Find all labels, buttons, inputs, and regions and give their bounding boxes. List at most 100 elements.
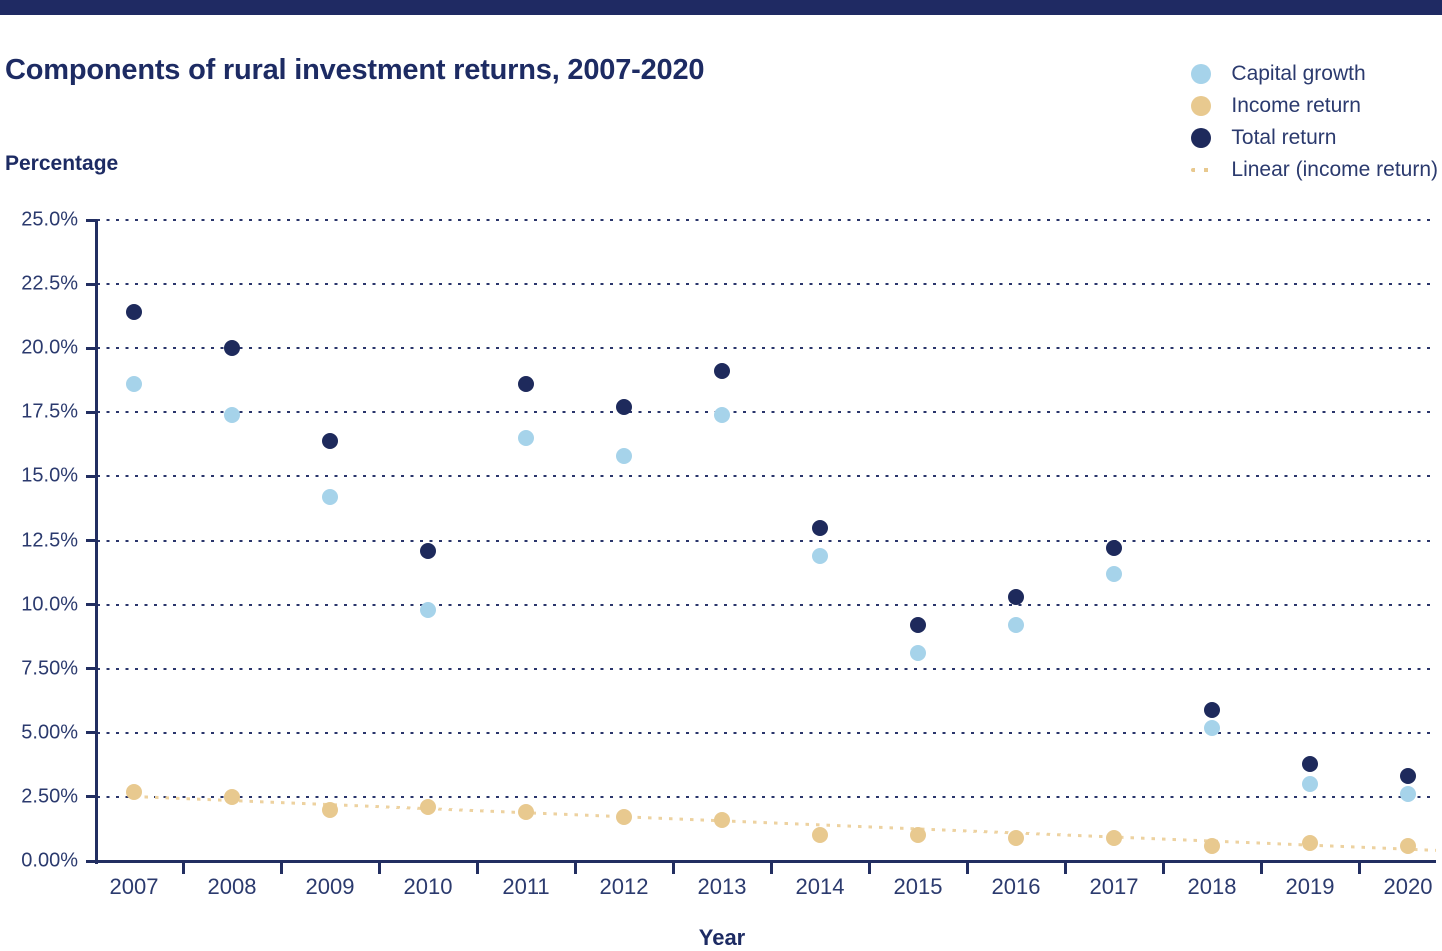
point-income-return-2016 [1008, 829, 1024, 846]
point-income-return-2012 [616, 809, 632, 826]
x-axis-tick-label: 2013 [697, 874, 747, 899]
point-capital-growth-2011 [518, 429, 534, 446]
x-axis-tick [181, 863, 185, 874]
x-axis-tick [475, 863, 479, 874]
legend-circle-icon [1191, 64, 1215, 84]
y-axis-tick-label: 20.0% [21, 336, 78, 359]
gridline [97, 347, 1436, 350]
point-total-return-2020 [1400, 768, 1416, 785]
point-capital-growth-2009 [322, 488, 338, 505]
x-axis-tick [965, 863, 969, 874]
point-income-return-2009 [322, 801, 338, 818]
y-axis-tick-label: 10.0% [21, 593, 78, 616]
x-axis-tick [1161, 863, 1165, 874]
legend-label: Income return [1231, 94, 1361, 117]
legend-circle-icon [1191, 96, 1215, 116]
legend-swatch [1191, 168, 1216, 172]
y-axis-tick [86, 474, 97, 478]
legend-item: Capital growth [1191, 62, 1438, 86]
legend-swatch [1191, 96, 1212, 116]
x-axis-tick-label: 2010 [403, 874, 453, 899]
y-axis-tick-label: 5.00% [21, 721, 78, 744]
point-capital-growth-2019 [1302, 776, 1318, 793]
point-total-return-2009 [322, 432, 338, 449]
x-axis-tick [573, 863, 577, 874]
x-axis-tick-label: 2014 [795, 874, 845, 899]
legend: Capital growth Income return Total return L… [1191, 62, 1438, 190]
x-axis-tick [279, 863, 283, 874]
gridline [97, 283, 1436, 286]
y-axis-tick [86, 859, 97, 863]
y-axis-tick-label: 12.5% [21, 529, 78, 551]
point-income-return-2020 [1400, 837, 1416, 854]
point-capital-growth-2016 [1008, 617, 1024, 634]
point-income-return-2008 [224, 788, 240, 805]
point-capital-growth-2012 [616, 447, 632, 464]
point-total-return-2014 [812, 519, 828, 536]
y-axis-tick-label: 22.5% [21, 272, 78, 295]
x-axis-tick [377, 863, 381, 874]
x-axis-tick-label: 2019 [1285, 874, 1335, 899]
point-income-return-2011 [518, 804, 534, 821]
x-axis-tick-label: 2015 [893, 874, 943, 899]
point-income-return-2015 [910, 827, 926, 844]
legend-dotted-line-icon [1191, 168, 1216, 172]
gridline [97, 411, 1436, 414]
top-accent-bar [0, 0, 1442, 15]
point-capital-growth-2018 [1204, 719, 1220, 736]
x-axis-tick [867, 863, 871, 874]
y-axis-tick-label: 0.00% [21, 849, 78, 872]
x-axis-tick-label: 2016 [991, 874, 1041, 899]
point-capital-growth-2008 [224, 406, 240, 423]
gridline [97, 603, 1436, 606]
point-total-return-2008 [224, 340, 240, 357]
point-income-return-2014 [812, 827, 828, 844]
point-total-return-2013 [714, 363, 730, 380]
y-axis-tick-label: 2.50% [21, 785, 78, 808]
y-axis-tick-label: 25.0% [21, 208, 78, 231]
x-axis-tick-label: 2009 [305, 874, 355, 899]
point-income-return-2010 [420, 799, 436, 816]
chart-title: Components of rural investment returns, … [5, 54, 705, 86]
x-axis-tick [1357, 863, 1361, 874]
legend-label: Linear (income return) [1231, 158, 1438, 181]
y-axis-title: Percentage [5, 152, 119, 175]
point-total-return-2007 [126, 304, 142, 321]
y-axis-tick-label: 15.0% [21, 464, 78, 487]
y-axis-tick [86, 731, 97, 735]
point-total-return-2016 [1008, 588, 1024, 605]
point-capital-growth-2014 [812, 547, 828, 564]
x-axis-tick [769, 863, 773, 874]
y-axis-tick [86, 218, 97, 222]
y-axis-tick [86, 603, 97, 607]
x-axis-tick-label: 2011 [502, 874, 550, 899]
x-axis-tick-label: 2008 [207, 874, 257, 899]
point-total-return-2011 [518, 376, 534, 393]
point-capital-growth-2015 [910, 645, 926, 662]
point-capital-growth-2017 [1106, 565, 1122, 582]
x-axis-tick-label: 2012 [599, 874, 649, 899]
legend-item: Total return [1191, 126, 1438, 150]
point-capital-growth-2007 [126, 376, 142, 393]
point-total-return-2019 [1302, 755, 1318, 772]
x-axis-tick [1063, 863, 1067, 874]
point-income-return-2018 [1204, 837, 1220, 854]
x-axis-tick-label: 2020 [1383, 874, 1433, 899]
gridline [97, 219, 1436, 221]
y-axis-line [95, 220, 98, 864]
y-axis-tick [86, 346, 97, 350]
point-total-return-2010 [420, 542, 436, 559]
legend-circle-icon [1191, 128, 1215, 148]
y-axis-tick [86, 795, 97, 799]
y-axis-tick [86, 667, 97, 671]
y-axis-tick [86, 410, 97, 414]
y-axis-tick [86, 539, 97, 542]
point-total-return-2017 [1106, 540, 1122, 557]
point-capital-growth-2020 [1400, 786, 1416, 803]
point-income-return-2019 [1302, 835, 1318, 852]
legend-swatch [1191, 128, 1212, 148]
point-income-return-2013 [714, 811, 730, 828]
point-total-return-2012 [616, 399, 632, 416]
legend-item: Income return [1191, 94, 1438, 118]
